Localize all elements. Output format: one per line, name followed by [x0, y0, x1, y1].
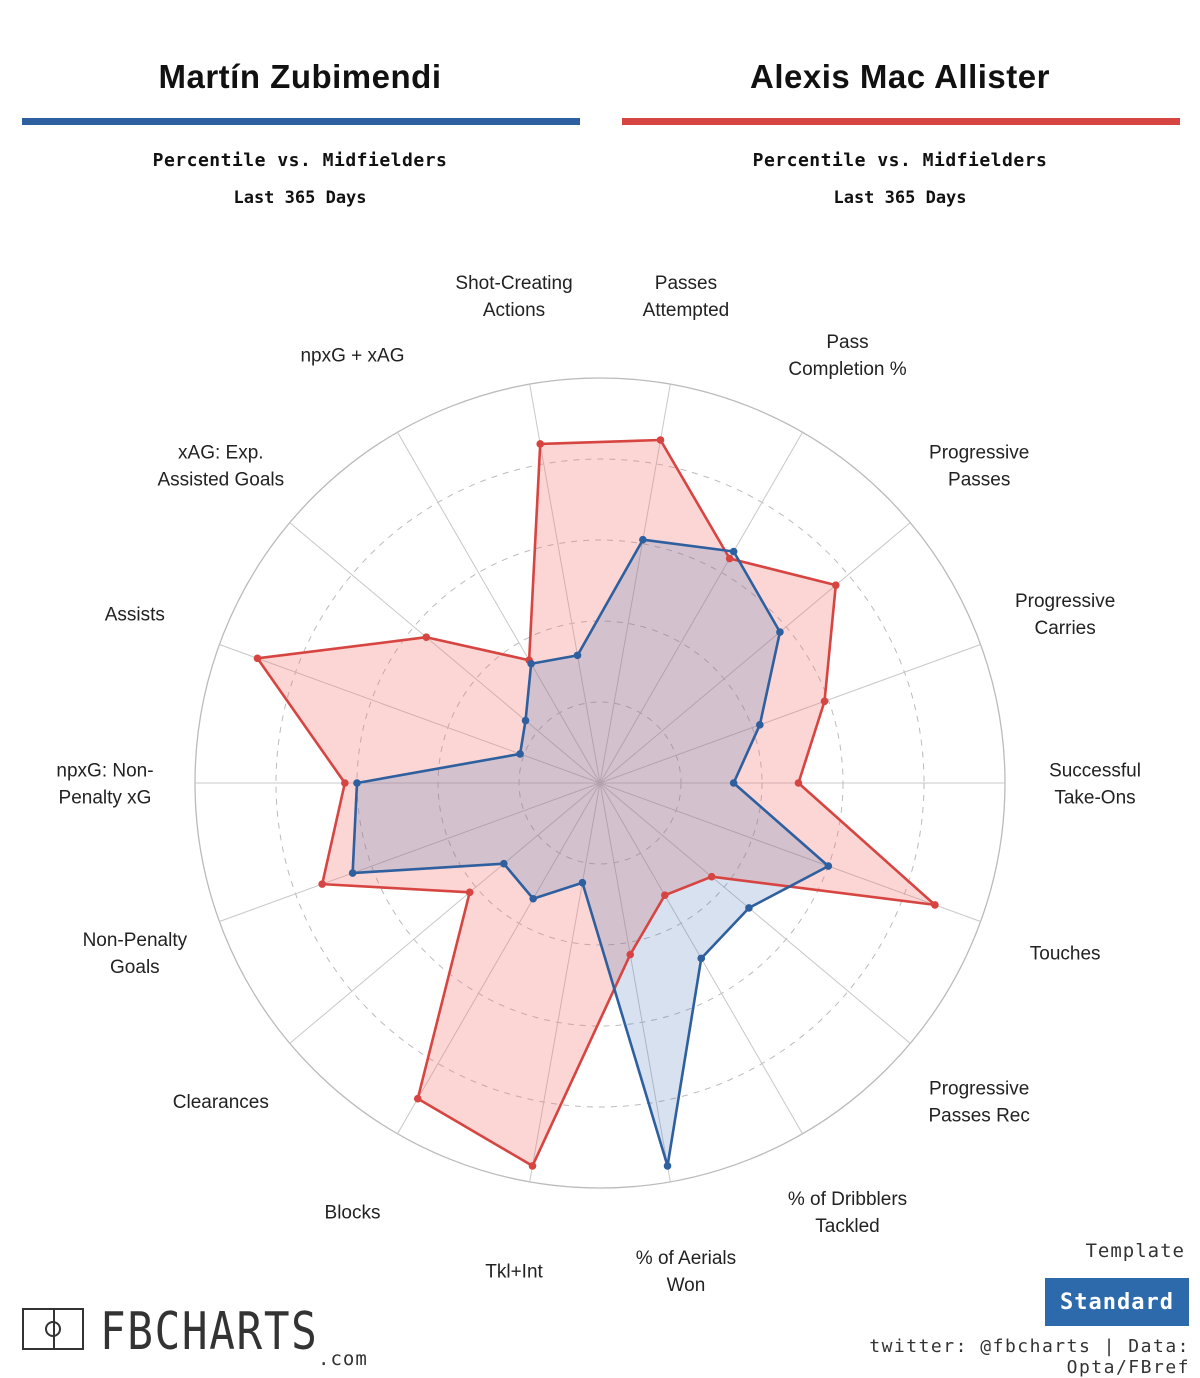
axis-label: Tkl+Int — [485, 1261, 543, 1282]
axis-label: Pass Completion % — [788, 332, 906, 380]
axis-label: Touches — [1030, 943, 1101, 964]
template-label: Template — [1085, 1240, 1185, 1262]
radar-spoke — [529, 782, 601, 1182]
series-2-point — [707, 872, 716, 881]
series-2-point — [465, 888, 474, 897]
series-2-point — [831, 581, 840, 589]
series-2-point — [820, 697, 829, 706]
series-2-point — [528, 1162, 537, 1170]
series-2-point — [661, 891, 669, 900]
series-2-point — [341, 779, 349, 787]
series-1-point — [353, 779, 361, 787]
series-2-point — [253, 654, 262, 663]
series-1-point — [745, 904, 753, 912]
series-2-point — [318, 880, 326, 888]
axis-label: Clearances — [173, 1092, 269, 1113]
radar-spoke — [599, 644, 981, 784]
series-1-point — [500, 859, 508, 868]
series-2-point — [536, 440, 545, 448]
player-1-name: Martín Zubimendi — [158, 58, 442, 95]
axis-labels: Passes Attempted Pass Completion % Progressi… — [56, 273, 1141, 1296]
series-2-point — [626, 950, 635, 959]
radar-spoke — [599, 432, 803, 784]
axis-label: xAG: Exp. Assisted Goals — [157, 442, 284, 490]
axis-label: Progressive Carries — [1015, 591, 1115, 639]
radar-spoke — [397, 782, 601, 1134]
series-1-point — [729, 547, 738, 556]
player-2-period: Last 365 Days — [833, 188, 967, 208]
series-area-2 — [257, 439, 935, 1166]
pitch-icon — [22, 1308, 84, 1350]
radar-spoke — [219, 644, 601, 784]
radar-spoke — [599, 384, 671, 784]
template-standard-button[interactable]: Standard — [1045, 1278, 1189, 1326]
series-2-point — [794, 779, 803, 787]
series-1-point — [573, 651, 582, 660]
series-1-point — [529, 894, 537, 903]
radar-grid — [194, 377, 1006, 1189]
series-1-point — [527, 659, 535, 668]
axis-label: Non-Penalty Goals — [83, 930, 188, 978]
axis-label: % of Dribblers Tackled — [788, 1189, 907, 1237]
series-1-point — [697, 954, 706, 963]
radar-spoke — [599, 782, 671, 1182]
series-1-point — [776, 628, 784, 636]
logo-suffix: .com — [318, 1348, 368, 1370]
radar-spoke — [529, 384, 601, 784]
series-2-point — [656, 436, 665, 444]
series-1-point — [516, 750, 524, 758]
radar-spoke — [397, 432, 601, 784]
radar-series — [253, 436, 939, 1170]
series-2-point — [413, 1094, 422, 1103]
logo-text: FBCHARTS — [100, 1302, 319, 1362]
axis-label: Passes Attempted — [643, 273, 730, 321]
radar-spoke — [289, 782, 601, 1044]
series-2-point — [725, 554, 734, 563]
radar-spoke — [599, 782, 911, 1044]
player-1-subtitle: Percentile vs. Midfielders — [152, 150, 448, 171]
player-1-color-bar — [22, 118, 580, 125]
radar-spoke — [219, 782, 601, 922]
axis-label: npxG: Non-Penalty xG — [56, 761, 153, 809]
series-1-point — [824, 862, 833, 870]
player-2-color-bar — [622, 118, 1180, 125]
axis-label: % of Aerials Won — [636, 1248, 736, 1296]
axis-label: npxG + xAG — [300, 345, 404, 366]
axis-label: Blocks — [325, 1203, 381, 1224]
series-1-point — [521, 716, 530, 725]
axis-label: Progressive Passes Rec — [929, 1079, 1030, 1127]
series-1-point — [756, 721, 764, 729]
series-1-point — [729, 779, 738, 787]
axis-label: Assists — [105, 605, 165, 626]
axis-label: Shot-Creating Actions — [455, 273, 572, 321]
series-1-point — [348, 869, 357, 877]
radar-spoke — [599, 522, 911, 784]
radar-spoke — [599, 782, 981, 922]
axis-label: Progressive Passes — [929, 442, 1029, 490]
series-2-point — [931, 901, 939, 909]
fbcharts-logo: FBCHARTS — [22, 1300, 366, 1360]
series-1-point — [578, 878, 587, 887]
player-2-name: Alexis Mac Allister — [750, 58, 1050, 95]
series-1-point — [663, 1162, 672, 1170]
player-2-subtitle: Percentile vs. Midfielders — [752, 150, 1048, 171]
series-area-1 — [352, 539, 829, 1166]
player-1-period: Last 365 Days — [233, 188, 367, 208]
series-2-point — [422, 633, 431, 642]
radar-spoke — [289, 522, 601, 784]
series-1-point — [639, 535, 647, 544]
axis-label: Successful Take-Ons — [1049, 761, 1141, 809]
